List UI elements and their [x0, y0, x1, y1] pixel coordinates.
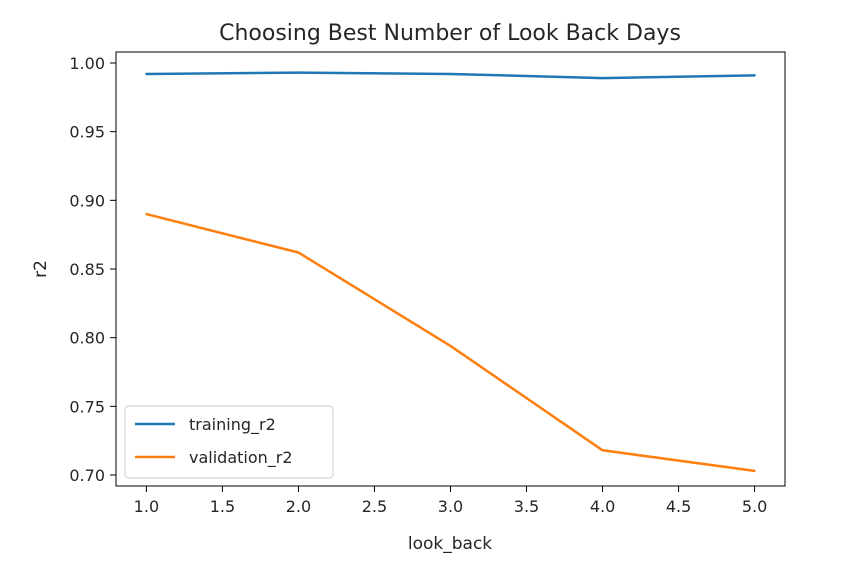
data-point-validation_r2-2 [449, 344, 452, 348]
x-tick-label: 4.5 [666, 497, 691, 516]
plot-frame [115, 51, 786, 487]
x-tick-label: 1.0 [134, 497, 159, 516]
chart-title: Choosing Best Number of Look Back Days [219, 21, 681, 46]
data-point-validation_r2-4 [753, 469, 756, 473]
y-tick-label: 0.75 [69, 397, 105, 416]
data-point-training_r2-3 [601, 76, 604, 80]
legend-label-training_r2: training_r2 [189, 415, 276, 435]
x-tick-label: 5.0 [742, 497, 767, 516]
data-point-training_r2-4 [753, 74, 756, 77]
x-tick-label: 2.5 [362, 497, 387, 516]
x-tick-label: 3.0 [438, 497, 463, 516]
y-tick-label: 1.00 [69, 54, 105, 73]
y-tick-label: 0.95 [69, 123, 105, 142]
x-axis-label: look_back [408, 534, 492, 554]
data-point-training_r2-2 [449, 72, 452, 76]
x-tick-label: 2.0 [286, 497, 311, 516]
data-point-training_r2-1 [297, 71, 300, 74]
y-axis-ticks: 0.70 0.75 0.80 0.85 0.90 0.95 1.00 [69, 54, 116, 485]
data-point-validation_r2-1 [297, 251, 300, 254]
legend-label-validation_r2: validation_r2 [189, 448, 293, 468]
y-axis-label: r2 [31, 260, 51, 278]
x-tick-label: 3.5 [514, 497, 539, 516]
data-point-validation_r2-3 [601, 449, 604, 452]
data-point-validation_r2-0 [145, 212, 148, 216]
y-tick-label: 0.80 [69, 329, 105, 348]
x-axis-ticks: 1.0 1.5 2.0 2.5 3.0 3.5 4.0 4.5 5.0 [134, 486, 767, 516]
y-tick-label: 0.70 [69, 466, 105, 485]
y-tick-label: 0.85 [69, 260, 105, 279]
x-tick-label: 4.0 [590, 497, 615, 516]
x-tick-label: 1.5 [210, 497, 235, 516]
legend: training_r2 validation_r2 [124, 405, 334, 479]
series-layer [145, 71, 756, 473]
data-point-training_r2-0 [145, 72, 148, 76]
y-tick-label: 0.90 [69, 191, 105, 210]
legend-frame [124, 405, 334, 479]
